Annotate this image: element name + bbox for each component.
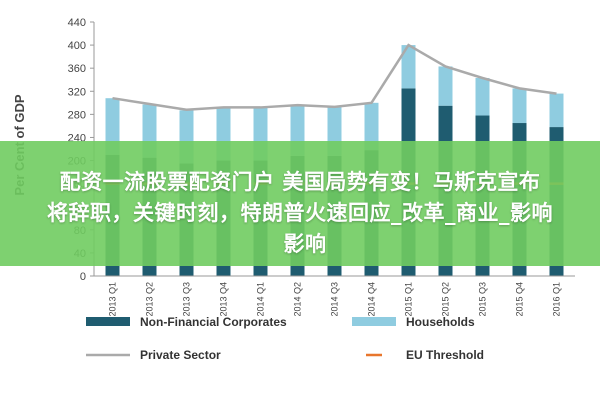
legend-label: Households xyxy=(406,315,475,329)
x-tick-label: 2013 Q2 xyxy=(145,282,155,317)
x-tick-label: 2015 Q3 xyxy=(478,282,488,317)
legend-label: EU Threshold xyxy=(406,348,484,362)
y-tick-label: 0 xyxy=(80,271,86,283)
x-tick-label: 2013 Q3 xyxy=(182,282,192,317)
x-tick-label: 2013 Q4 xyxy=(219,282,229,317)
x-tick-label: 2016 Q1 xyxy=(552,282,562,317)
bar-households xyxy=(512,88,527,124)
y-tick-label: 280 xyxy=(68,109,86,121)
legend-label: Non-Financial Corporates xyxy=(140,315,287,329)
legend-swatch xyxy=(352,317,396,326)
overlay-line-2: 将辞职，关键时刻，特朗普火速回应_改革_商业_影响 xyxy=(47,201,553,225)
line-private-sector xyxy=(112,43,557,112)
y-tick-label: 400 xyxy=(68,40,86,52)
x-tick-label: 2015 Q2 xyxy=(441,282,451,317)
x-tick-label: 2014 Q1 xyxy=(256,282,266,317)
x-tick-label: 2013 Q1 xyxy=(108,282,118,317)
y-tick-label: 320 xyxy=(68,86,86,98)
legend: Non-Financial Corporates Households Privat… xyxy=(86,315,484,362)
overlay-line-3: 影响 xyxy=(283,232,327,256)
x-tick-label: 2015 Q4 xyxy=(515,282,525,317)
x-tick-label: 2014 Q4 xyxy=(367,282,377,317)
x-tick-label: 2015 Q1 xyxy=(404,282,414,317)
overlay-banner xyxy=(0,141,600,266)
bar-households xyxy=(549,93,564,128)
bar-households xyxy=(475,77,490,116)
bar-households xyxy=(438,66,453,106)
legend-swatch xyxy=(86,317,130,326)
bar-households xyxy=(105,98,120,155)
bar-households xyxy=(364,102,379,151)
x-axis: 2013 Q1 2013 Q2 2013 Q3 2013 Q4 2014 Q1 2014 … xyxy=(94,275,575,317)
y-tick-label: 440 xyxy=(68,17,86,29)
x-tick-label: 2014 Q3 xyxy=(330,282,340,317)
legend-label: Private Sector xyxy=(140,348,221,362)
overlay-line-1: 配资一流股票配资门户 美国局势有变！马斯克宣布 xyxy=(59,170,541,194)
overlay-text: 配资一流股票配资门户 美国局势有变！马斯克宣布 将辞职，关键时刻，特朗普火速回应… xyxy=(0,167,600,260)
x-tick-label: 2014 Q2 xyxy=(293,282,303,317)
bar-households xyxy=(401,45,416,89)
y-tick-label: 360 xyxy=(68,63,86,75)
